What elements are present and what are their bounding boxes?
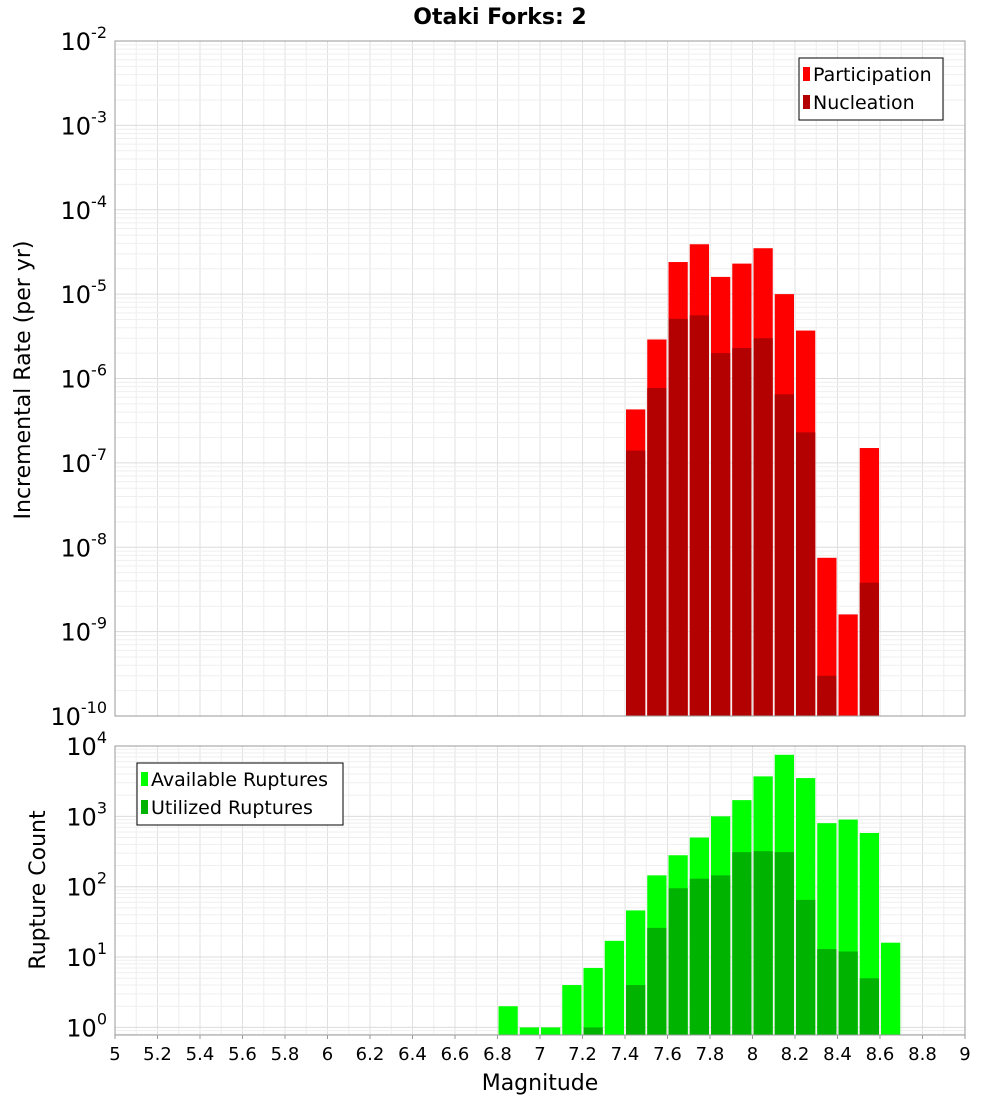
x-tick-label: 8.2	[781, 1044, 810, 1065]
bottom-bar-available-ruptures	[881, 942, 901, 1035]
bottom-bar-utilized-ruptures	[796, 899, 816, 1035]
top-legend-swatch	[803, 95, 810, 109]
bottom-legend-box	[136, 762, 344, 826]
top-panel: 10-10 10-9 10-8 10-7 10-6 10-5 10-4 10-3 10-2 Par…	[50, 23, 966, 731]
top-bar-nucleation	[668, 318, 688, 716]
x-tick-label: 6.6	[441, 1044, 470, 1065]
bottom-bar-utilized-ruptures	[647, 927, 667, 1035]
bottom-bar-available-ruptures	[541, 1027, 561, 1035]
bottom-y-tick-label: 101	[66, 939, 107, 972]
bottom-bar-utilized-ruptures	[859, 978, 879, 1035]
x-tick-label: 8.4	[823, 1044, 852, 1065]
bottom-y-tick-label: 102	[66, 869, 107, 902]
x-tick-label: 5.2	[143, 1044, 172, 1065]
top-bar-nucleation	[626, 450, 646, 716]
x-tick-label: 6.8	[483, 1044, 512, 1065]
x-tick-label: 8.6	[866, 1044, 895, 1065]
bottom-y-ticks: 100 101 102 103 104	[66, 728, 107, 1042]
top-y-ticks: 10-10 10-9 10-8 10-7 10-6 10-5 10-4 10-3 10-2	[50, 23, 107, 731]
top-legend-box	[798, 57, 944, 121]
bottom-legend-swatch	[141, 800, 148, 814]
top-bar-nucleation	[711, 353, 731, 716]
top-bar-nucleation	[732, 347, 752, 716]
bottom-legend-label: Utilized Ruptures	[151, 797, 313, 819]
top-bar-participation	[838, 614, 858, 716]
bottom-bar-utilized-ruptures	[711, 875, 731, 1035]
x-tick-label: 7	[534, 1044, 545, 1065]
top-y-tick-label: 10-10	[50, 698, 107, 731]
bottom-x-ticks: 5 5.2 5.4 5.6 5.8 6 6.2 6.4 6.6 6.8 7 7.2 7.4 7.6 7.8 8…	[109, 1035, 971, 1065]
chart-title: Otaki Forks: 2	[413, 5, 587, 30]
top-bar-nucleation	[796, 432, 816, 716]
bottom-bar-utilized-ruptures	[732, 852, 752, 1035]
x-tick-label: 6	[322, 1044, 333, 1065]
x-tick-label: 5	[109, 1044, 120, 1065]
bottom-bar-utilized-ruptures	[838, 951, 858, 1035]
x-tick-label: 7.6	[653, 1044, 682, 1065]
bottom-bar-utilized-ruptures	[774, 852, 794, 1035]
bottom-y-tick-label: 104	[66, 728, 107, 761]
bottom-panel: 100 101 102 103 104 5 5.2 5.4 5.6 5.8 6 6.2 6.4 6.6 6.…	[66, 728, 970, 1065]
x-tick-label: 9	[959, 1044, 970, 1065]
top-y-tick-label: 10-3	[61, 107, 108, 140]
x-tick-label: 6.4	[398, 1044, 427, 1065]
top-legend-label: Nucleation	[813, 92, 915, 114]
bottom-bar-utilized-ruptures	[689, 878, 709, 1035]
bottom-bar-utilized-ruptures	[583, 1027, 603, 1035]
top-y-tick-label: 10-5	[61, 276, 108, 309]
bottom-legend-swatch	[141, 772, 148, 786]
x-axis-label: Magnitude	[482, 1071, 599, 1096]
bottom-bar-utilized-ruptures	[668, 888, 688, 1035]
x-tick-label: 5.8	[271, 1044, 300, 1065]
top-legend-label: Participation	[813, 64, 932, 86]
bottom-bar-utilized-ruptures	[817, 949, 837, 1035]
bottom-bar-utilized-ruptures	[626, 985, 646, 1035]
x-tick-label: 7.4	[611, 1044, 640, 1065]
top-bar-nucleation	[859, 582, 879, 716]
x-tick-label: 5.4	[186, 1044, 215, 1065]
x-tick-label: 7.8	[696, 1044, 725, 1065]
x-tick-label: 7.2	[568, 1044, 597, 1065]
x-tick-label: 8	[747, 1044, 758, 1065]
bottom-bar-available-ruptures	[583, 967, 603, 1035]
top-y-tick-label: 10-8	[61, 529, 108, 562]
x-tick-label: 5.6	[228, 1044, 257, 1065]
top-y-tick-label: 10-6	[61, 361, 108, 394]
top-bar-nucleation	[689, 315, 709, 716]
bottom-bar-utilized-ruptures	[753, 851, 773, 1035]
top-bar-nucleation	[817, 675, 837, 716]
top-bar-nucleation	[647, 388, 667, 716]
bottom-bar-available-ruptures	[562, 985, 582, 1035]
top-legend: Participation Nucleation	[798, 57, 944, 121]
top-y-tick-label: 10-2	[61, 23, 108, 56]
x-tick-label: 8.8	[908, 1044, 937, 1065]
top-plot-frame	[114, 40, 966, 717]
bottom-y-tick-label: 100	[66, 1009, 107, 1042]
top-y-tick-label: 10-7	[61, 445, 108, 478]
bottom-bar-available-ruptures	[519, 1027, 539, 1035]
bottom-legend-label: Available Ruptures	[151, 769, 328, 791]
top-grid	[115, 41, 965, 716]
top-bar-nucleation	[753, 338, 773, 716]
top-bars	[626, 244, 879, 717]
bottom-bar-available-ruptures	[498, 1006, 518, 1035]
bottom-bars	[498, 754, 901, 1035]
top-y-axis-label: Incremental Rate (per yr)	[11, 241, 36, 520]
bottom-y-tick-label: 103	[66, 798, 107, 831]
top-legend-swatch	[803, 67, 810, 81]
bottom-y-axis-label: Rupture Count	[26, 810, 51, 970]
bottom-bar-available-ruptures	[604, 940, 624, 1035]
top-y-tick-label: 10-4	[61, 192, 108, 225]
top-bar-nucleation	[774, 394, 794, 716]
x-tick-label: 6.2	[356, 1044, 385, 1065]
bottom-legend: Available Ruptures Utilized Ruptures	[136, 762, 344, 826]
top-y-tick-label: 10-9	[61, 614, 108, 647]
